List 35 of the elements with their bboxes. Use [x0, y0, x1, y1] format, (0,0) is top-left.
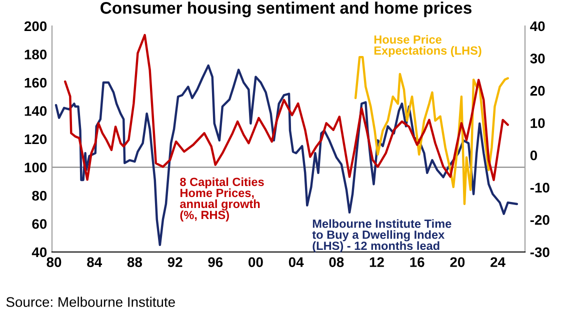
y2-tick-label: 0 — [530, 150, 538, 160]
y2-tick-label: 30 — [530, 54, 545, 64]
y2-tick-label: -30 — [530, 247, 550, 258]
series-label: 8 Capital Cities Home Prices, annual growth (%, RHS) — [180, 177, 264, 222]
y-tick-label: 80 — [32, 190, 47, 201]
y2-tick-label: 10 — [530, 118, 545, 128]
y-tick-label: 180 — [24, 50, 47, 60]
x-tick-label: 12 — [370, 257, 384, 267]
x-tick-label: 24 — [490, 257, 506, 267]
y-tick-label: 200 — [24, 21, 47, 32]
y-tick-label: 160 — [24, 78, 47, 88]
y-tick-label: 100 — [24, 162, 47, 172]
series-label: Melbourne Institute Time to Buy a Dwelling Index (LHS) - 12 months lead — [312, 219, 452, 252]
y-tick-label: 140 — [24, 106, 47, 116]
x-tick-label: 00 — [248, 257, 263, 268]
y2-tick-label: 20 — [530, 86, 545, 96]
x-tick-label: 96 — [208, 257, 223, 268]
series-label: House Price Expectations (LHS) — [374, 35, 482, 58]
x-tick-label: 88 — [127, 257, 142, 268]
x-tick-label: 84 — [87, 257, 102, 268]
x-tick-label: 08 — [329, 257, 344, 268]
y-tick-label: 60 — [32, 219, 47, 229]
chart-title: Consumer housing sentiment and home prices — [100, 2, 472, 18]
x-tick-label: 80 — [46, 257, 62, 268]
x-tick-label: 16 — [410, 257, 424, 268]
y2-tick-label: -20 — [530, 215, 550, 225]
y2-tick-label: 40 — [530, 21, 545, 32]
line-series — [354, 56, 509, 206]
y-tick-label: 120 — [24, 134, 47, 144]
x-tick-label: 04 — [288, 257, 304, 268]
y2-tick-label: -10 — [530, 182, 550, 193]
source-note: Source: Melbourne Institute — [6, 296, 175, 307]
x-tick-label: 20 — [450, 257, 465, 268]
x-tick-label: 92 — [168, 257, 182, 268]
y-tick-label: 40 — [32, 247, 47, 258]
